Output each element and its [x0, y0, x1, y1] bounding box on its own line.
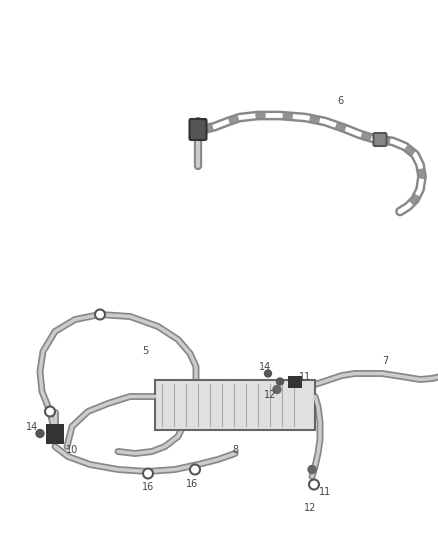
- Text: 7: 7: [382, 357, 388, 367]
- Polygon shape: [46, 424, 64, 443]
- Text: 14: 14: [259, 361, 271, 372]
- Text: 16: 16: [142, 481, 154, 491]
- Circle shape: [273, 385, 281, 393]
- Text: 10: 10: [66, 445, 78, 455]
- Circle shape: [36, 430, 44, 438]
- Text: 12: 12: [304, 503, 316, 513]
- Circle shape: [143, 469, 153, 479]
- Text: 12: 12: [264, 391, 276, 400]
- Text: 14: 14: [26, 422, 38, 432]
- Text: 5: 5: [142, 346, 148, 357]
- Text: 6: 6: [337, 96, 343, 107]
- FancyBboxPatch shape: [190, 119, 206, 140]
- Circle shape: [309, 480, 319, 489]
- Bar: [155, 379, 315, 430]
- Circle shape: [45, 407, 55, 416]
- Text: 11: 11: [299, 373, 311, 383]
- Circle shape: [95, 310, 105, 319]
- Circle shape: [265, 370, 272, 377]
- Circle shape: [375, 134, 385, 144]
- Text: 11: 11: [319, 487, 331, 497]
- Text: 16: 16: [186, 479, 198, 489]
- FancyBboxPatch shape: [374, 133, 386, 146]
- Circle shape: [276, 378, 283, 385]
- Circle shape: [190, 464, 200, 474]
- Text: 8: 8: [232, 445, 238, 455]
- Polygon shape: [288, 376, 302, 387]
- Circle shape: [308, 465, 316, 473]
